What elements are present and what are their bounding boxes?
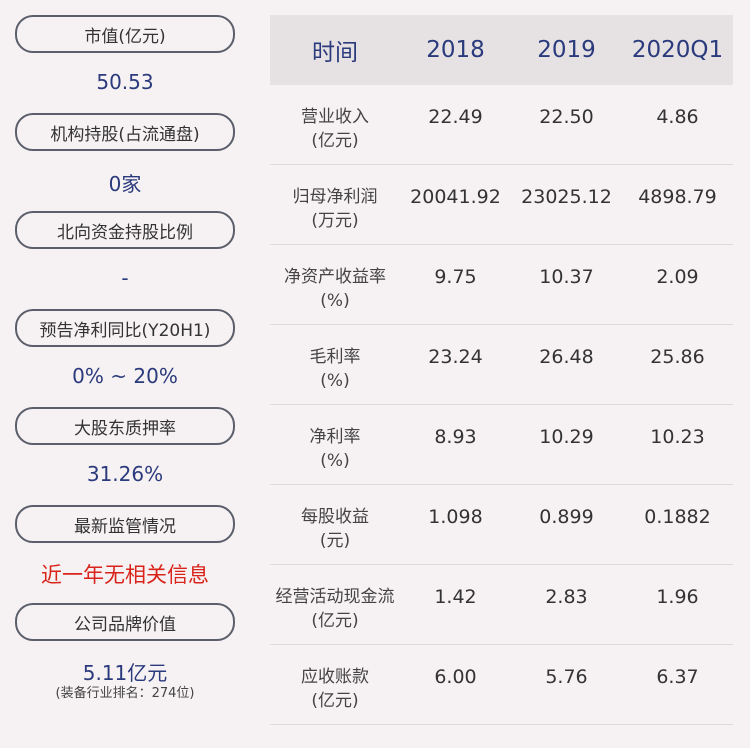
table-row: 应收账款 (亿元) 6.00 5.76 6.37 [270,645,733,725]
table-row: 经营活动现金流 (亿元) 1.42 2.83 1.96 [270,565,733,645]
market-cap-label: 市值(亿元) [15,15,235,53]
cell: 4.86 [656,106,699,128]
row-label: 营业收入 (亿元) [301,107,369,151]
cell: 0.899 [539,506,594,528]
market-cap-value: 50.53 [96,70,154,94]
pledge-ratio-value: 31.26% [86,462,164,486]
cell: 4898.79 [638,186,717,208]
row-label: 每股收益 (元) [301,507,369,551]
regulatory-status-value: 近一年无相关信息 [41,563,209,587]
table-row: 毛利率 (%) 23.24 26.48 25.86 [270,325,733,405]
table-row: 每股收益 (元) 1.098 0.899 0.1882 [270,485,733,565]
row-label: 经营活动现金流 (亿元) [275,587,395,631]
table-row: 营业收入 (亿元) 22.49 22.50 4.86 [270,85,733,165]
header-2019: 2019 [537,37,596,63]
cell: 22.49 [428,106,483,128]
header-2018: 2018 [426,37,485,63]
row-label: 净资产收益率 (%) [284,267,386,311]
table-row: 归母净利润 (万元) 20041.92 23025.12 4898.79 [270,165,733,245]
cell: 1.96 [656,586,699,608]
row-label: 毛利率 (%) [309,347,361,391]
cell: 10.29 [539,426,594,448]
cell: 23025.12 [521,186,612,208]
cell: 6.37 [656,666,699,688]
header-period: 时间 [312,40,358,66]
cell: 0.1882 [644,506,711,528]
table-header: 时间 2018 2019 2020Q1 [270,15,733,85]
cell: 22.50 [539,106,594,128]
cell: 1.42 [434,586,477,608]
row-label: 归母净利润 (万元) [292,187,378,231]
cell: 10.37 [539,266,594,288]
profit-forecast-label: 预告净利同比(Y20H1) [15,309,235,347]
row-label: 净利率 (%) [309,427,361,471]
cell: 8.93 [434,426,477,448]
brand-value-value: 5.11亿元 [82,661,168,685]
cell: 2.83 [545,586,588,608]
cell: 9.75 [434,266,477,288]
table-row: 净资产收益率 (%) 9.75 10.37 2.09 [270,245,733,325]
left-panel: 市值(亿元) 50.53 机构持股(占流通盘) 0家 北向资金持股比例 - 预告… [0,0,250,748]
cell: 5.76 [545,666,588,688]
cell: 2.09 [656,266,699,288]
cell: 10.23 [650,426,705,448]
cell: 20041.92 [410,186,501,208]
pledge-ratio-label: 大股东质押率 [15,407,235,445]
header-2020q1: 2020Q1 [631,37,724,63]
table-row: 净利率 (%) 8.93 10.29 10.23 [270,405,733,485]
row-label: 应收账款 (亿元) [301,667,369,711]
cell: 25.86 [650,346,705,368]
institutional-holding-label: 机构持股(占流通盘) [15,113,235,151]
institutional-holding-value: 0家 [108,172,142,196]
cell: 1.098 [428,506,483,528]
brand-value-label: 公司品牌价值 [15,603,235,641]
cell: 6.00 [434,666,477,688]
financial-table: 时间 2018 2019 2020Q1 营业收入 (亿元) 22.49 22.50… [270,15,733,725]
regulatory-status-label: 最新监管情况 [15,505,235,543]
cell: 23.24 [428,346,483,368]
northbound-ratio-label: 北向资金持股比例 [15,211,235,249]
brand-value-note: (装备行业排名：274位) [55,686,195,701]
northbound-ratio-value: - [121,266,129,290]
profit-forecast-value: 0% ~ 20% [72,364,178,388]
cell: 26.48 [539,346,594,368]
